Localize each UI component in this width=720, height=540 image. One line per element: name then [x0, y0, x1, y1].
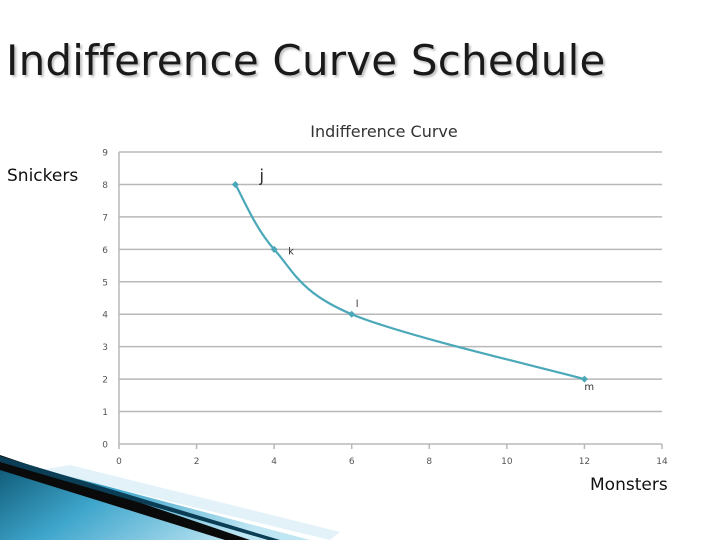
data-point-j	[231, 180, 239, 188]
y-tick-label: 1	[102, 408, 108, 418]
corner-decoration	[0, 455, 340, 540]
x-tick-label: 10	[501, 457, 513, 467]
point-label-k: k	[288, 246, 294, 257]
y-tick-label: 4	[102, 311, 108, 321]
data-points: j k l m	[231, 166, 594, 393]
x-axis-label: Monsters	[590, 475, 668, 495]
point-label-m: m	[584, 382, 594, 393]
y-tick-label: 9	[102, 149, 108, 159]
data-point-l	[348, 310, 356, 318]
y-tick-label: 0	[102, 441, 108, 451]
point-label-j: j	[258, 166, 264, 186]
slide-title: Indifference Curve Schedule	[6, 36, 606, 85]
x-tick-label: 0	[116, 457, 122, 467]
data-point-m	[580, 375, 588, 383]
x-tick-label: 14	[656, 457, 668, 467]
y-tick-label: 3	[102, 343, 108, 353]
y-tick-label: 6	[102, 246, 108, 256]
y-tick-label: 7	[102, 213, 108, 223]
x-tick-label: 2	[194, 457, 200, 467]
x-tick-label: 6	[349, 457, 355, 467]
x-tick-label: 12	[579, 457, 590, 467]
y-tick-label: 5	[102, 278, 108, 288]
x-tick-label: 4	[271, 457, 277, 467]
point-label-l: l	[356, 299, 359, 310]
y-tick-label: 2	[102, 376, 108, 386]
x-tick-label: 8	[426, 457, 432, 467]
data-point-k	[270, 245, 278, 253]
y-tick-label: 8	[102, 181, 108, 191]
grid-lines	[118, 151, 663, 449]
series-line-indifference-curve	[234, 183, 585, 381]
chart-title: Indifference Curve	[310, 122, 457, 141]
y-axis-label: Snickers	[7, 166, 79, 186]
